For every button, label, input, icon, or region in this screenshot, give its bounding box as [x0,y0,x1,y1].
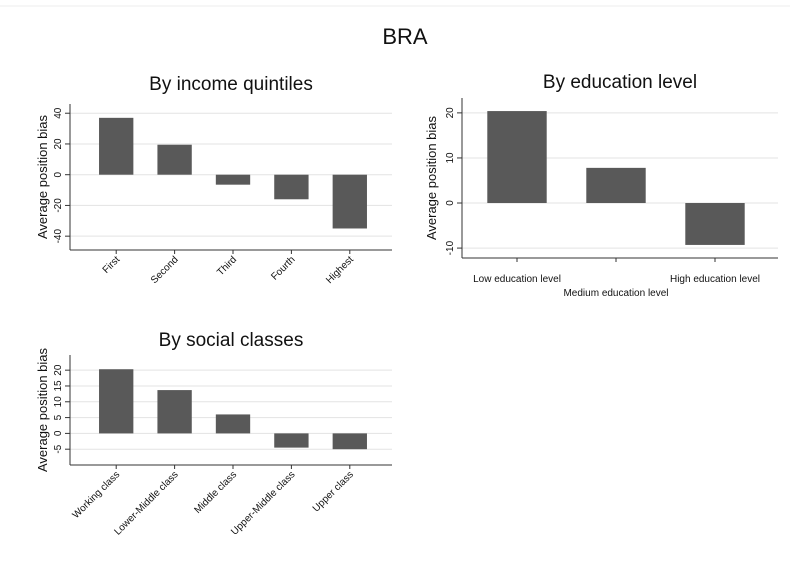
bar [685,203,745,245]
subplot-title: By social classes [159,330,304,351]
x-tick-label: High education level [670,274,760,285]
bar [215,414,251,434]
x-tick-label: Low education level [473,274,561,285]
y-tick-label: 10 [53,396,64,408]
bar [157,390,192,434]
y-axis-label: Average position bias [35,347,50,472]
y-axis-label: Average position bias [424,115,439,240]
bar [332,174,367,229]
bar [274,174,309,200]
bar [487,111,547,204]
y-axis-label: Average position bias [35,114,50,239]
subplot-title: By education level [543,72,697,93]
y-tick-label: 10 [445,152,456,164]
bar [332,433,367,450]
subplot-title: By income quintiles [149,74,313,95]
y-tick-label: -40 [53,229,64,244]
bar [586,167,646,204]
y-tick-label: 0 [445,200,456,206]
y-tick-label: 20 [445,107,456,119]
page-title: BRA [382,24,428,49]
x-tick-label: Medium education level [563,288,668,299]
y-tick-label: 20 [53,364,64,376]
y-tick-label: 5 [53,414,64,420]
y-tick-label: 20 [53,138,64,150]
bar [274,433,309,448]
y-tick-label: 40 [53,107,64,119]
y-tick-label: 15 [53,380,64,392]
y-tick-label: -20 [53,198,64,213]
y-tick-label: 0 [53,430,64,436]
y-tick-label: -5 [53,444,64,453]
bar [157,144,192,175]
bar [99,369,134,434]
bar [99,117,134,175]
y-tick-label: -10 [445,240,456,255]
bar [215,174,251,185]
y-tick-label: 0 [53,171,64,177]
